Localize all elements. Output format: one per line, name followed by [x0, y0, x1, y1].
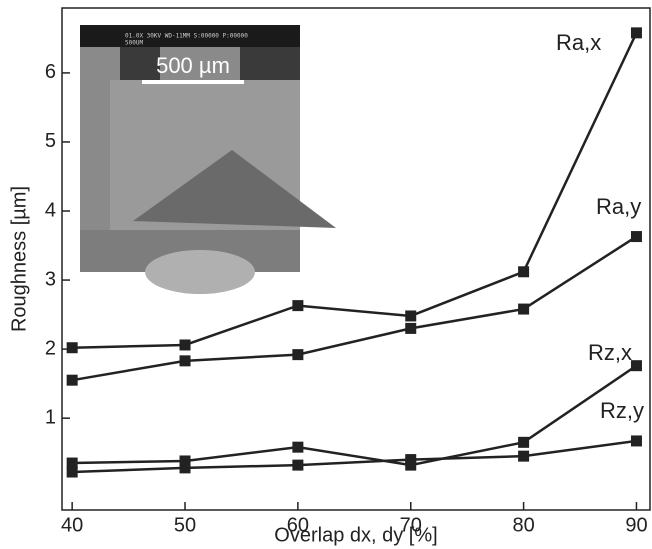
data-point	[292, 300, 304, 312]
x-tick-label: 70	[400, 514, 422, 536]
data-point	[630, 360, 642, 372]
y-tick-label: 5	[45, 130, 56, 152]
data-point	[405, 322, 417, 334]
y-axis-label: Roughness [µm]	[8, 186, 30, 332]
inset-header-scale: 500UM	[125, 40, 143, 47]
series-line	[72, 439, 637, 474]
x-tick-label: 60	[287, 514, 309, 536]
series-label: Rz,y	[600, 398, 644, 423]
data-point	[179, 339, 191, 351]
data-point	[66, 342, 78, 354]
data-point	[179, 455, 191, 467]
series-label: Ra,y	[596, 194, 641, 219]
data-point	[630, 435, 642, 447]
inset-header-bar	[80, 25, 300, 47]
x-axis-label: Overlap dx, dy [%]	[274, 524, 437, 546]
data-point	[518, 450, 530, 462]
inset-header: 01.0X 30KV WD-11MM S:00000 P:00000	[125, 33, 248, 40]
data-point	[179, 462, 191, 474]
x-tick-label: 40	[61, 514, 83, 536]
data-point	[518, 303, 530, 315]
x-tick-label: 90	[625, 514, 647, 536]
data-point	[630, 231, 642, 243]
data-point	[66, 466, 78, 478]
data-point	[405, 454, 417, 466]
data-point	[630, 27, 642, 39]
data-point	[66, 374, 78, 386]
data-point	[518, 266, 530, 278]
series-line	[72, 364, 638, 467]
data-point	[405, 459, 417, 471]
series-label: Ra,x	[556, 30, 601, 55]
data-point	[405, 310, 417, 322]
x-tick-label: 50	[174, 514, 196, 536]
data-point	[518, 436, 530, 448]
inset-triangle	[133, 150, 336, 228]
data-point	[292, 441, 304, 453]
data-point	[179, 355, 191, 367]
inset-shape	[120, 47, 160, 80]
y-tick-label: 6	[45, 61, 56, 83]
series-line	[71, 235, 638, 382]
x-tick-label: 80	[512, 514, 534, 536]
plot-frame	[61, 7, 651, 511]
scale-bar-label: 500 µm	[156, 53, 230, 78]
inset-shape	[240, 47, 300, 80]
data-point	[292, 459, 304, 471]
y-tick-label: 2	[45, 337, 56, 359]
series-line	[72, 32, 638, 349]
data-point	[292, 349, 304, 361]
data-point	[66, 457, 78, 469]
inset-blob	[145, 250, 255, 294]
series-label: Rz,x	[588, 340, 632, 365]
scale-bar	[142, 80, 244, 84]
inset-image: 01.0X 30KV WD-11MM S:00000 P:00000 500UM…	[80, 25, 336, 294]
y-tick-label: 1	[45, 406, 56, 428]
y-tick-label: 3	[45, 268, 56, 290]
y-tick-label: 4	[45, 199, 56, 221]
